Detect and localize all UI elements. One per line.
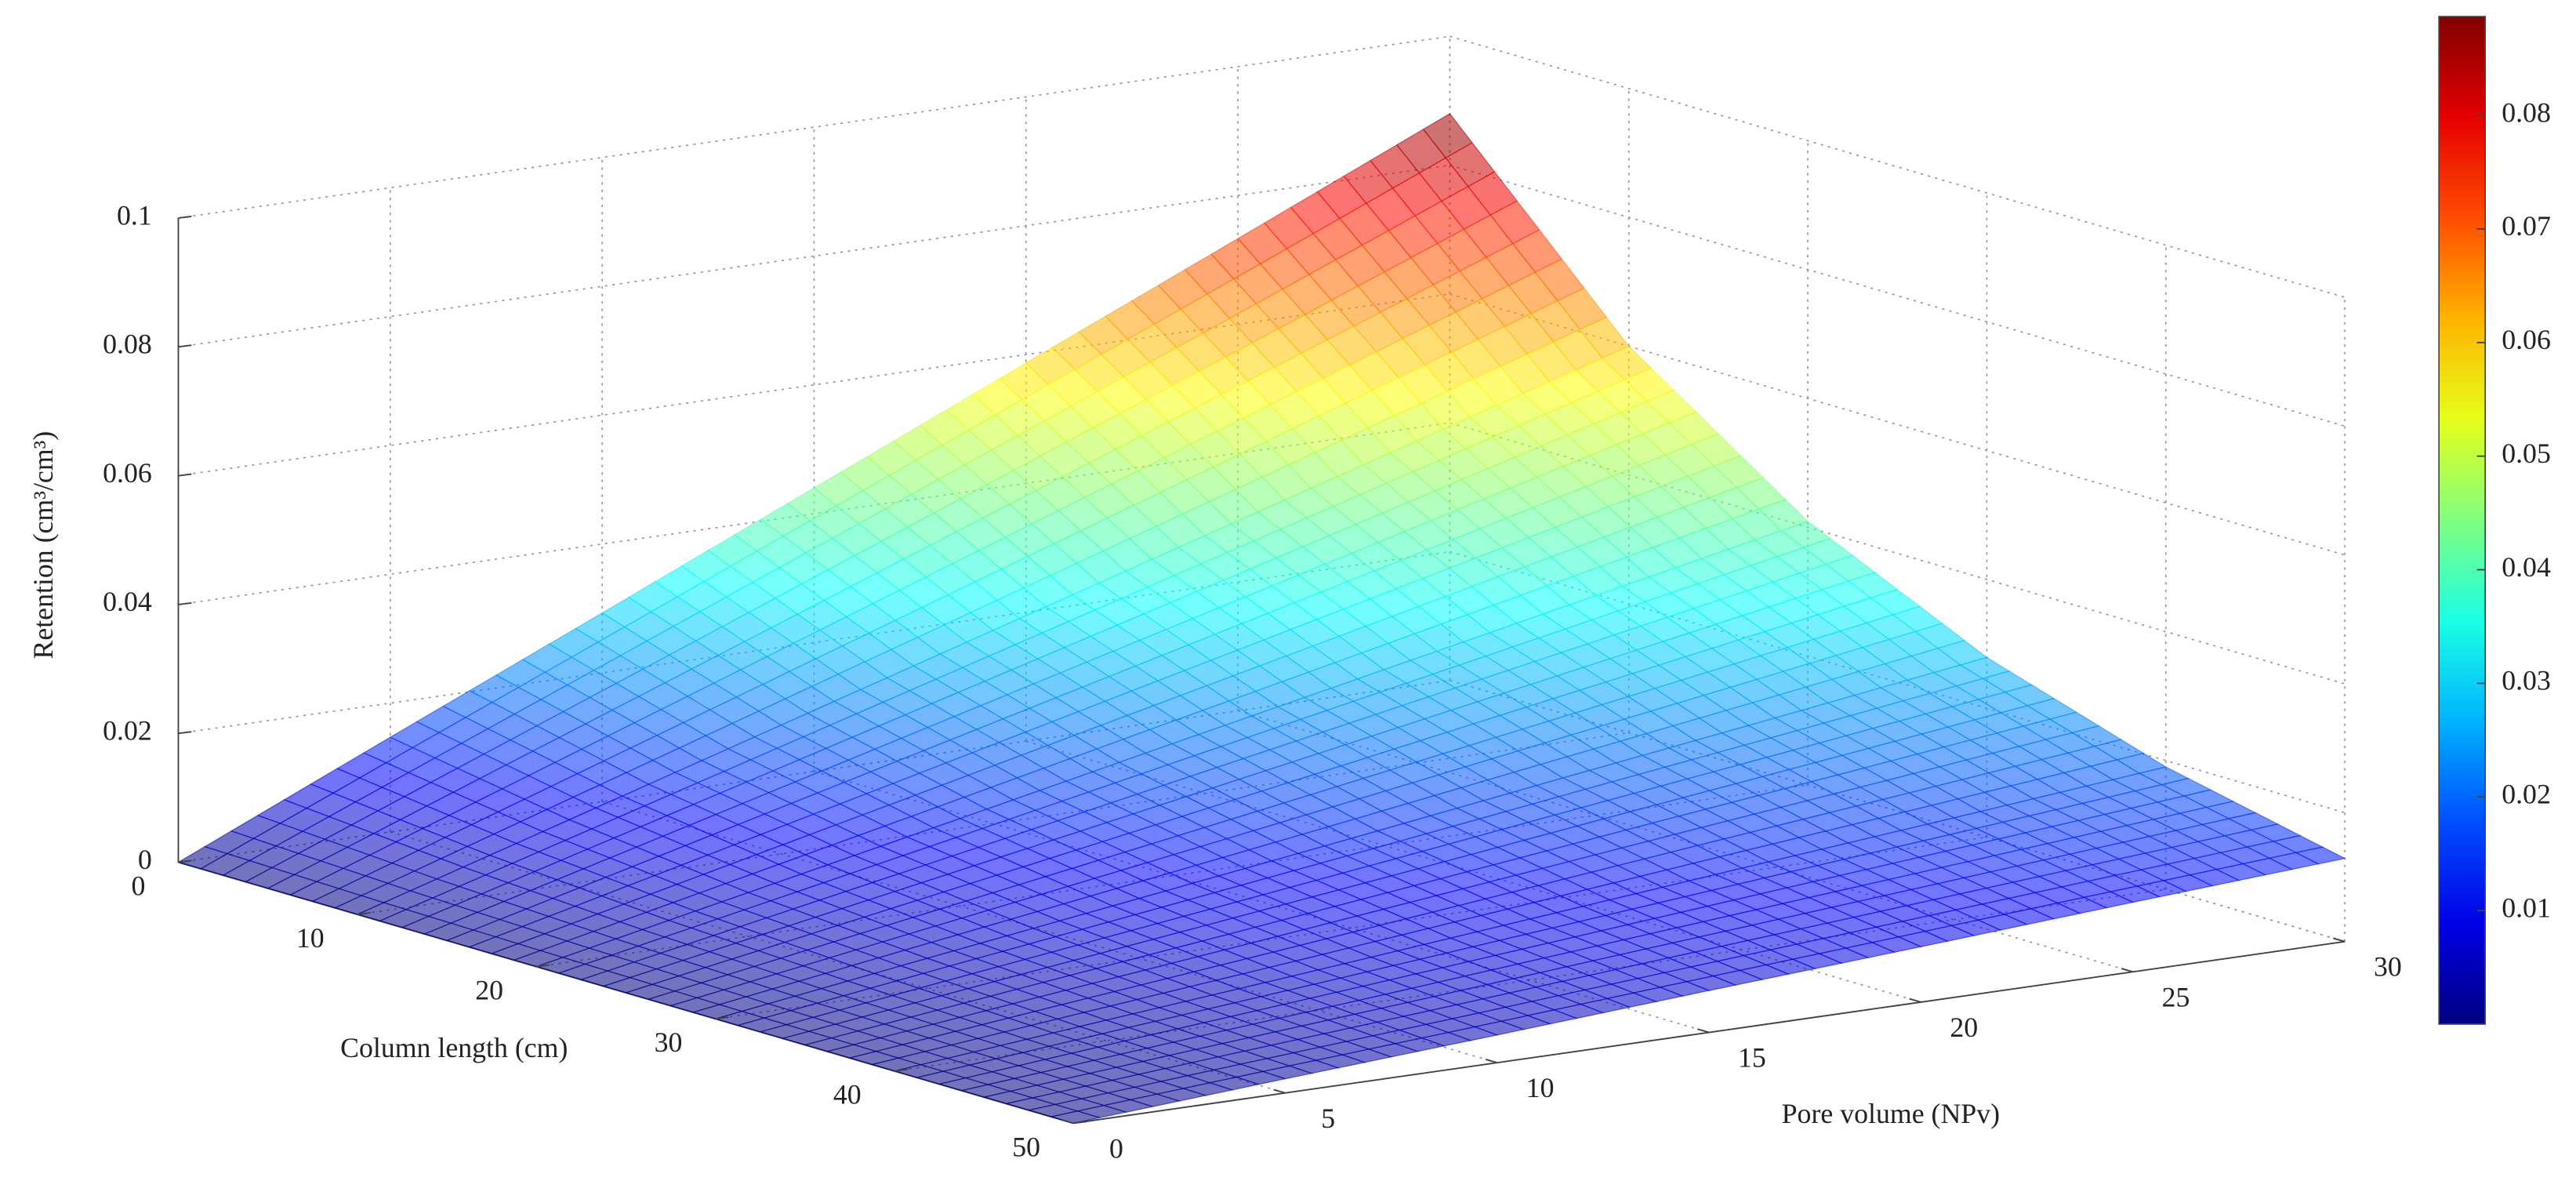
surface-cell xyxy=(176,736,571,915)
x-tick-label: 10 xyxy=(1526,1072,1555,1103)
colorbar-tick-label: 0.03 xyxy=(2502,665,2551,696)
colorbar-tick-label: 0.04 xyxy=(2502,551,2551,583)
y-tick-label: 0 xyxy=(131,870,145,901)
z-tick-label: 0 xyxy=(138,844,152,875)
z-tick-label: 0.06 xyxy=(103,457,152,489)
y-tick-label: 40 xyxy=(833,1079,862,1110)
surface-cell xyxy=(1104,969,1500,1080)
y-tick-label: 50 xyxy=(1012,1131,1040,1162)
surface-cell xyxy=(1952,766,2346,903)
tick-mark xyxy=(2121,968,2134,973)
surface-cell xyxy=(389,612,782,821)
surface-cell xyxy=(1025,238,1418,536)
x-tick-label: 5 xyxy=(1321,1103,1335,1134)
tick-mark xyxy=(178,859,192,863)
tick-mark xyxy=(2333,937,2346,943)
surface-cell xyxy=(1740,817,2135,947)
z-tick-label: 0.08 xyxy=(103,329,152,360)
surface-cell xyxy=(1562,717,1956,869)
tick-mark xyxy=(715,1016,729,1020)
surface-cell xyxy=(1170,669,1565,839)
surface xyxy=(176,113,2346,1125)
grid-line xyxy=(178,35,1450,219)
tick-mark xyxy=(1909,997,1921,1003)
z-tick-label: 0.04 xyxy=(103,586,152,617)
surface-cell xyxy=(992,535,1385,745)
surface-cell xyxy=(355,819,750,968)
tick-mark xyxy=(1697,1028,1710,1034)
surface-cell xyxy=(1316,918,1711,1036)
tick-mark xyxy=(178,731,192,735)
surface-cell xyxy=(1416,345,1809,597)
colorbar-tick-label: 0.06 xyxy=(2502,324,2551,355)
x-tick-label: 25 xyxy=(2162,981,2190,1012)
z-tick-label: 0.02 xyxy=(103,714,152,746)
z-tick-label: 0.1 xyxy=(117,199,152,231)
tick-mark xyxy=(178,473,192,477)
surface-cell xyxy=(600,487,995,726)
y-tick-label: 20 xyxy=(475,975,503,1006)
y-axis-label: Column length (cm) xyxy=(340,1032,568,1063)
surface-cell xyxy=(1382,594,1776,779)
surface-cell xyxy=(780,630,1174,819)
surface-cell xyxy=(1595,521,1988,719)
surface-cell xyxy=(1203,440,1598,670)
tick-mark xyxy=(178,215,192,219)
tick-mark xyxy=(894,1068,908,1072)
colorbar xyxy=(2438,16,2486,1025)
x-tick-label: 30 xyxy=(2374,951,2402,983)
surface-patch xyxy=(2294,846,2346,865)
x-tick-label: 20 xyxy=(1950,1012,1978,1043)
tick-mark xyxy=(178,344,192,348)
colorbar-tick-label: 0.02 xyxy=(2502,778,2551,809)
y-tick-label: 30 xyxy=(655,1027,683,1058)
colorbar-tick-label: 0.05 xyxy=(2502,438,2551,469)
tick-mark xyxy=(536,964,550,968)
tick-mark xyxy=(357,912,371,916)
tick-mark xyxy=(1485,1059,1498,1064)
x-tick-label: 0 xyxy=(1109,1132,1123,1164)
tick-mark xyxy=(1273,1088,1286,1094)
colorbar-tick-label: 0.08 xyxy=(2502,96,2551,128)
grid-line xyxy=(1449,35,2346,298)
tick-mark xyxy=(178,601,192,605)
tick-mark xyxy=(1073,1121,1087,1125)
surface-cell xyxy=(1773,656,2168,819)
colorbar-tick-label: 0.01 xyxy=(2502,892,2551,923)
surface-cell xyxy=(813,362,1206,631)
y-tick-label: 10 xyxy=(296,922,325,954)
surface-cell xyxy=(892,1019,1287,1125)
colorbar-tick-label: 0.07 xyxy=(2502,210,2551,242)
surface-cell xyxy=(1237,113,1630,442)
surface-cell xyxy=(959,743,1353,899)
tick-mark xyxy=(1061,1119,1074,1125)
z-axis-label: Retention (cm³/cm³) xyxy=(27,431,59,660)
surface-cell xyxy=(1528,867,1923,991)
surface-cell xyxy=(1137,838,1532,971)
x-axis-label: Pore volume (NPv) xyxy=(1782,1098,2000,1129)
x-tick-label: 15 xyxy=(1738,1042,1766,1074)
grid-line xyxy=(178,164,1450,348)
